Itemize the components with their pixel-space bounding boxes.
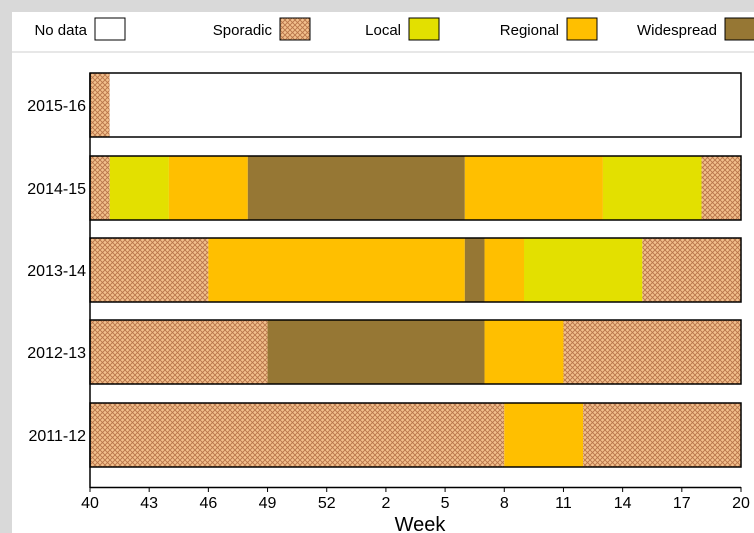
x-axis-title: Week [395, 514, 447, 533]
x-tick-label: 5 [441, 495, 450, 512]
segment-widespread [247, 156, 465, 220]
segment-widespread [267, 320, 485, 384]
segment-sporadic [90, 238, 209, 302]
x-tick-label: 43 [140, 495, 158, 512]
segment-regional [168, 156, 248, 220]
segment-regional [484, 320, 564, 384]
season-label: 2011-12 [28, 428, 86, 445]
legend-swatch-widespread [724, 17, 754, 41]
season-label: 2015-16 [27, 98, 86, 115]
x-tick-label: 11 [555, 495, 572, 512]
season-row-2012-13: 2012-13 [27, 319, 742, 385]
segment-regional [504, 403, 584, 467]
activity-timeline-chart: No data Sporadic Local Regional Widespread 2… [12, 17, 754, 533]
legend-swatch-no-data [94, 17, 126, 41]
season-row-2011-12: 2011-12 [28, 402, 742, 468]
chart-container: No data Sporadic Local Regional Widespread 2… [12, 12, 754, 533]
legend: No data Sporadic Local Regional Widespread [34, 17, 754, 41]
segment-local [602, 156, 702, 220]
season-row-2014-15: 2014-15 [27, 155, 742, 221]
segment-local [109, 156, 169, 220]
segment-sporadic [90, 320, 268, 384]
legend-swatch-sporadic [279, 17, 311, 41]
segment-regional [484, 238, 524, 302]
x-tick-label: 14 [614, 495, 632, 512]
segment-sporadic [90, 73, 110, 137]
x-tick-label: 2 [381, 495, 390, 512]
season-label: 2012-13 [27, 345, 86, 362]
segment-sporadic [701, 156, 741, 220]
legend-label-sporadic: Sporadic [213, 22, 273, 39]
legend-label-regional: Regional [500, 22, 559, 39]
x-tick-label: 20 [732, 495, 750, 512]
segment-widespread [464, 238, 485, 302]
segment-sporadic [90, 403, 505, 467]
x-tick-label: 8 [500, 495, 509, 512]
segment-sporadic [90, 156, 110, 220]
segment-regional [208, 238, 465, 302]
season-label: 2014-15 [27, 181, 86, 198]
season-rows: 2015-16 2014-15 2013-14 2012-13 2011-12 [27, 72, 742, 468]
segment-local [524, 238, 643, 302]
legend-swatch-regional [566, 17, 598, 41]
segment-sporadic [642, 238, 741, 302]
legend-swatch-local [408, 17, 440, 41]
segment-sporadic [563, 320, 741, 384]
segment-regional [464, 156, 603, 220]
x-tick-label: 17 [673, 495, 691, 512]
legend-label-local: Local [365, 22, 401, 39]
legend-label-no-data: No data [34, 22, 87, 39]
season-row-2015-16: 2015-16 [27, 72, 742, 138]
season-label: 2013-14 [27, 263, 86, 280]
x-tick-label: 40 [81, 495, 99, 512]
x-axis: 40 43 46 49 52 2 5 8 11 14 17 20 [81, 73, 750, 512]
x-tick-label: 46 [199, 495, 217, 512]
x-tick-label: 49 [259, 495, 277, 512]
season-row-2013-14: 2013-14 [27, 237, 742, 303]
legend-label-widespread: Widespread [637, 22, 717, 39]
segment-no-data [109, 73, 741, 137]
x-tick-label: 52 [318, 495, 336, 512]
segment-sporadic [583, 403, 741, 467]
